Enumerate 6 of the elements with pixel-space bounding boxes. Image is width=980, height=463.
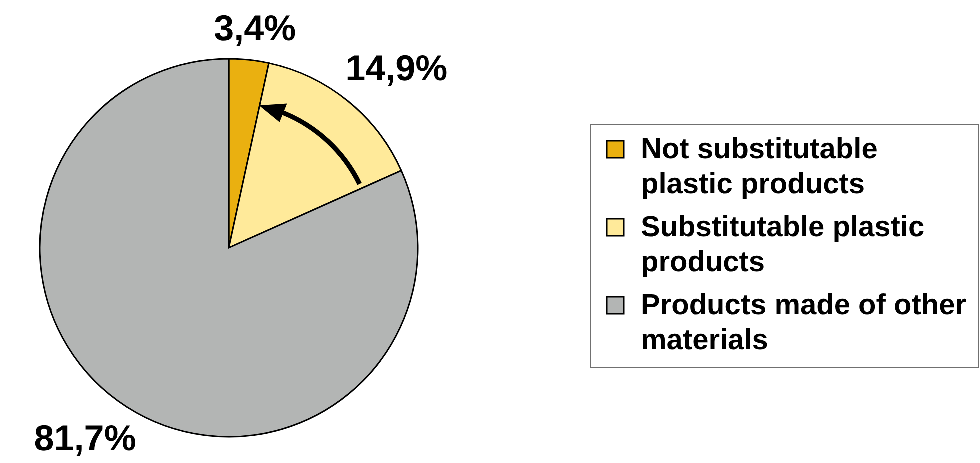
data-label: 14,9% (346, 47, 448, 88)
data-label: 3,4% (214, 8, 296, 49)
legend-label: Substitutable plastic products (641, 212, 925, 278)
legend-label: Not substitutable plastic products (641, 134, 878, 200)
legend-label: Products made of other materials (641, 290, 966, 356)
data-label: 81,7% (34, 418, 136, 459)
